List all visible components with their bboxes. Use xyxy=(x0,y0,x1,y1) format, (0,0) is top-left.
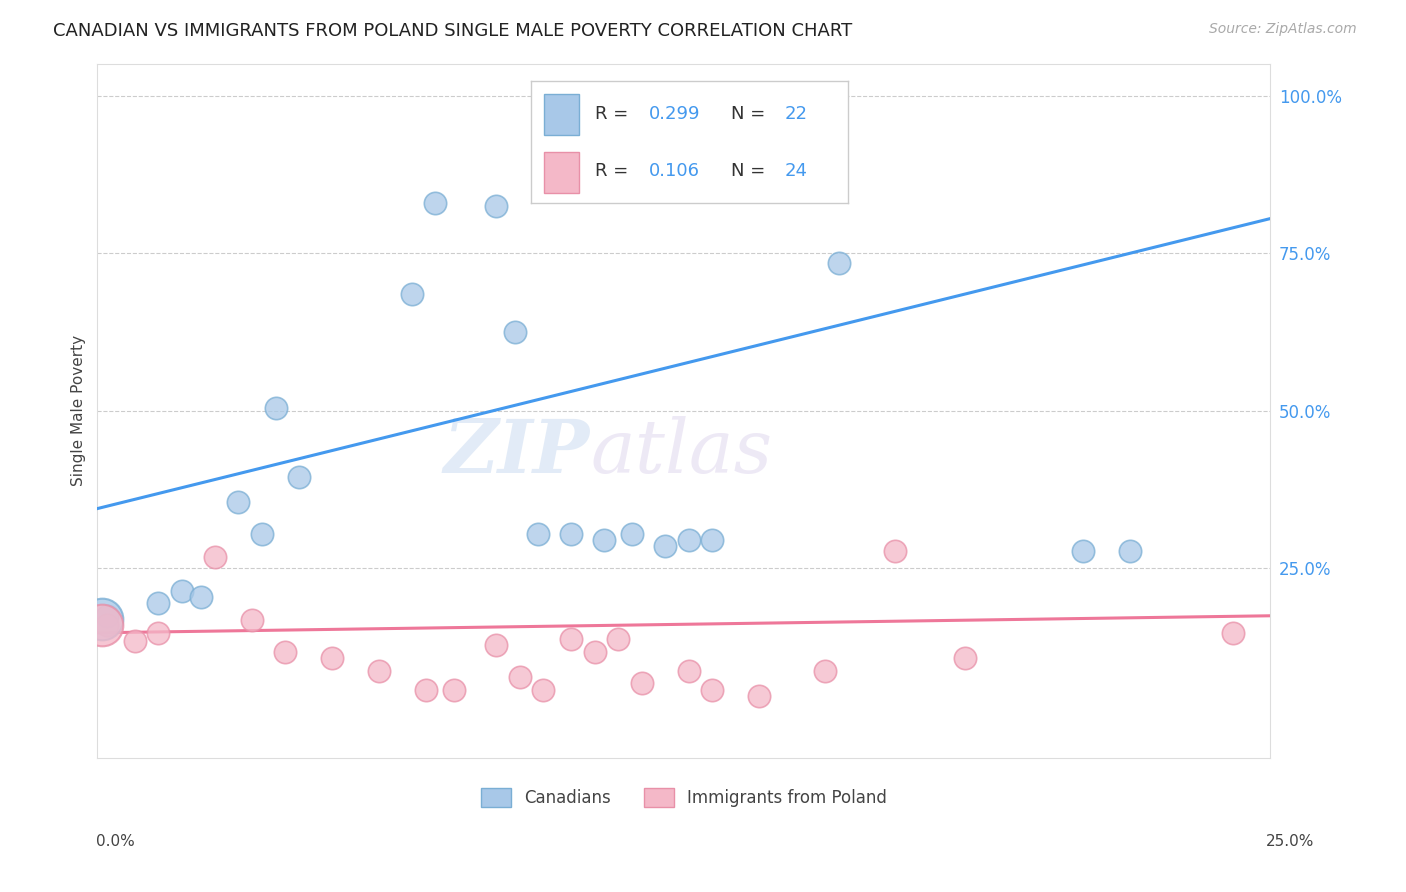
Point xyxy=(531,682,554,697)
Point xyxy=(425,195,447,210)
Point xyxy=(264,401,287,415)
Y-axis label: Single Male Poverty: Single Male Poverty xyxy=(72,335,86,486)
Point xyxy=(654,540,676,554)
Point xyxy=(170,583,193,598)
Text: 0.0%: 0.0% xyxy=(96,834,135,848)
Point xyxy=(367,664,389,678)
Text: Source: ZipAtlas.com: Source: ZipAtlas.com xyxy=(1209,22,1357,37)
Point xyxy=(700,533,723,548)
Legend: Canadians, Immigrants from Poland: Canadians, Immigrants from Poland xyxy=(472,780,896,815)
Point xyxy=(593,533,616,548)
Point xyxy=(607,632,630,646)
Point xyxy=(1071,544,1094,558)
Point xyxy=(527,526,550,541)
Point xyxy=(678,664,700,678)
Point xyxy=(148,596,170,610)
Point xyxy=(91,618,114,632)
Point xyxy=(96,608,118,623)
Point xyxy=(748,689,770,703)
Point xyxy=(401,287,423,301)
Point xyxy=(190,590,212,604)
Point xyxy=(955,651,977,665)
Point xyxy=(321,651,343,665)
Point xyxy=(678,533,700,548)
Point xyxy=(583,645,606,659)
Text: ZIP: ZIP xyxy=(444,417,591,489)
Point xyxy=(91,612,114,626)
Point xyxy=(240,613,263,627)
Point xyxy=(560,526,582,541)
Point xyxy=(124,634,146,648)
Point xyxy=(884,544,907,558)
Point xyxy=(509,670,531,684)
Text: CANADIAN VS IMMIGRANTS FROM POLAND SINGLE MALE POVERTY CORRELATION CHART: CANADIAN VS IMMIGRANTS FROM POLAND SINGL… xyxy=(53,22,852,40)
Point xyxy=(485,199,508,213)
Point xyxy=(274,645,297,659)
Point xyxy=(1222,625,1244,640)
Point xyxy=(828,255,851,269)
Point xyxy=(630,676,652,690)
Point xyxy=(226,495,249,509)
Point xyxy=(288,470,311,484)
Point xyxy=(503,325,526,339)
Point xyxy=(204,550,226,565)
Point xyxy=(96,618,118,632)
Point xyxy=(443,682,465,697)
Point xyxy=(560,632,582,646)
Point xyxy=(148,625,170,640)
Text: 25.0%: 25.0% xyxy=(1267,834,1315,848)
Point xyxy=(1118,544,1140,558)
Point xyxy=(485,639,508,653)
Point xyxy=(415,682,437,697)
Point xyxy=(621,526,644,541)
Text: atlas: atlas xyxy=(591,417,772,489)
Point xyxy=(700,682,723,697)
Point xyxy=(250,526,273,541)
Point xyxy=(814,664,837,678)
